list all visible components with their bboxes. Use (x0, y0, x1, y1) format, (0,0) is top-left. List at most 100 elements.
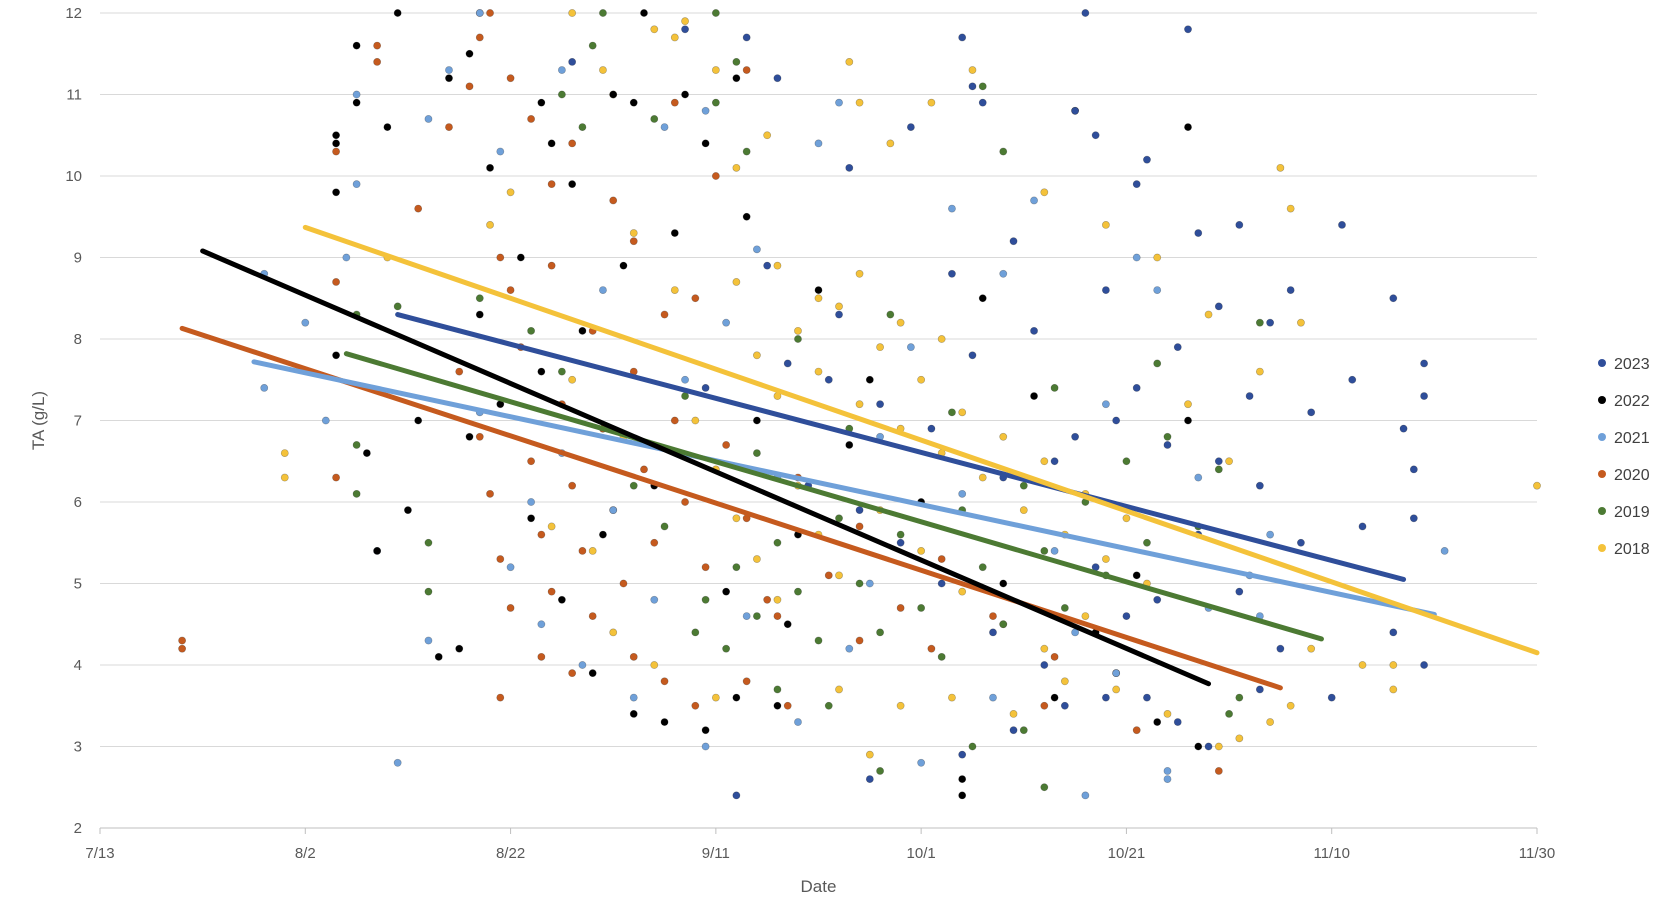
data-point (845, 441, 854, 449)
data-point (1307, 644, 1316, 653)
data-point (332, 139, 340, 148)
data-point (794, 335, 802, 343)
legend-item-2023: 2023 (1598, 356, 1650, 373)
data-point (1122, 514, 1131, 523)
data-point (1071, 432, 1080, 441)
data-point (537, 367, 546, 376)
data-point (568, 9, 577, 17)
data-point (455, 367, 464, 376)
data-point (455, 644, 464, 653)
data-point (978, 294, 987, 303)
data-point (609, 506, 618, 515)
data-point (835, 514, 843, 523)
data-point (1338, 220, 1346, 229)
data-point (1245, 392, 1254, 400)
data-point (763, 261, 772, 270)
data-point (629, 693, 638, 702)
data-point (527, 498, 535, 506)
data-point (978, 473, 987, 482)
data-point (1163, 432, 1172, 441)
data-point (732, 791, 741, 800)
data-point (1255, 481, 1264, 490)
data-point (948, 269, 956, 278)
data-point (886, 310, 895, 319)
data-point (1050, 383, 1059, 392)
data-point (999, 620, 1008, 629)
data-point (835, 685, 843, 694)
data-point (424, 636, 433, 645)
data-point (896, 530, 905, 539)
data-point (301, 318, 310, 327)
data-point (1030, 196, 1038, 205)
data-point (640, 9, 648, 17)
data-point (1420, 661, 1428, 669)
data-point (660, 522, 669, 531)
data-point (1358, 661, 1367, 669)
data-point (1389, 294, 1398, 303)
data-point (732, 514, 741, 523)
data-point (1050, 693, 1059, 702)
data-point (342, 253, 351, 262)
data-point (1184, 416, 1192, 425)
data-point (1235, 587, 1244, 596)
data-point (670, 98, 679, 107)
data-point (352, 441, 361, 449)
data-point (855, 636, 864, 645)
data-point (1420, 392, 1428, 400)
data-point (1030, 392, 1038, 400)
data-point (948, 408, 956, 417)
data-point (383, 123, 392, 131)
data-point (496, 253, 505, 262)
data-point (1102, 400, 1110, 409)
data-point (681, 375, 689, 384)
data-point (855, 269, 864, 278)
data-point (1297, 538, 1305, 547)
x-tick-label: 10/1 (907, 845, 936, 862)
data-point (547, 522, 556, 531)
data-point (445, 123, 453, 131)
data-point (1030, 326, 1038, 335)
data-point (835, 98, 843, 107)
data-point (1173, 343, 1182, 352)
legend-label: 2022 (1614, 393, 1650, 410)
data-point (773, 261, 782, 270)
data-point (711, 66, 720, 74)
y-tick-label: 4 (74, 657, 82, 674)
data-point (1184, 25, 1192, 34)
axes (99, 827, 1538, 834)
data-point (927, 424, 936, 433)
data-point (414, 416, 423, 425)
x-tick-label: 11/30 (1519, 845, 1555, 862)
x-tick-label: 8/2 (295, 845, 316, 862)
data-point (906, 123, 915, 131)
data-point (557, 66, 566, 74)
data-point (1153, 595, 1162, 604)
data-point (1409, 465, 1418, 474)
data-point (1399, 424, 1408, 433)
data-point (527, 457, 535, 466)
legend-marker (1598, 396, 1606, 404)
legend-label: 2018 (1614, 541, 1650, 558)
data-point (588, 612, 597, 620)
data-point (886, 139, 895, 148)
legend-marker (1598, 359, 1606, 367)
data-point (568, 180, 577, 189)
data-point (1276, 163, 1285, 172)
data-point (711, 98, 720, 107)
data-point (845, 58, 854, 66)
data-point (1102, 220, 1110, 229)
data-point (783, 620, 792, 629)
data-point (1184, 123, 1192, 131)
data-point (1358, 522, 1367, 531)
data-point (1040, 188, 1049, 197)
data-point (424, 587, 433, 596)
x-tick-label: 9/11 (702, 845, 730, 862)
data-point (1194, 473, 1203, 482)
data-point (1143, 538, 1151, 547)
data-point (1112, 416, 1121, 425)
data-point (1081, 9, 1090, 17)
data-point (691, 294, 700, 303)
data-point (1266, 318, 1275, 327)
data-point (486, 220, 494, 229)
data-point (814, 294, 823, 303)
